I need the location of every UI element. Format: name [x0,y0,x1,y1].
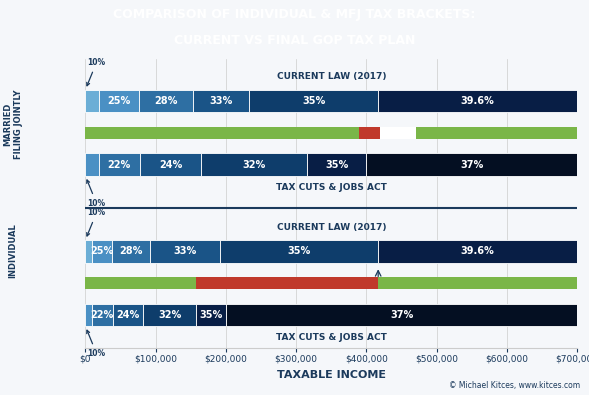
Bar [193,90,249,112]
Bar [143,304,196,326]
Text: 10%: 10% [87,208,105,236]
Bar [196,277,209,289]
Bar [85,277,196,289]
Text: 22%: 22% [91,310,114,320]
Bar [201,153,307,176]
Text: TAX CUTS & JOBS ACT: TAX CUTS & JOBS ACT [276,183,387,192]
Bar [92,240,112,263]
Bar [380,127,416,139]
Text: 35%: 35% [302,96,325,106]
Text: 39.6%: 39.6% [461,96,495,106]
Bar [378,90,577,112]
Text: 35%: 35% [199,310,223,320]
Bar [85,153,99,176]
Text: 22%: 22% [108,160,131,170]
Bar [98,90,139,112]
Text: © Michael Kitces, www.kitces.com: © Michael Kitces, www.kitces.com [449,381,580,390]
Bar [416,127,577,139]
Bar [112,304,143,326]
Bar [85,90,98,112]
Text: 28%: 28% [120,246,143,256]
Bar [140,153,201,176]
Bar [196,304,226,326]
Text: 24%: 24% [159,160,182,170]
Bar [378,240,577,263]
Text: CURRENT LAW (2017): CURRENT LAW (2017) [277,72,386,81]
Bar [226,304,577,326]
Bar [209,277,378,289]
Text: 10%: 10% [87,58,105,86]
Text: 32%: 32% [243,160,266,170]
Bar [112,240,150,263]
Text: 33%: 33% [173,246,197,256]
Text: 37%: 37% [460,160,484,170]
Text: CURRENT LAW (2017): CURRENT LAW (2017) [277,222,386,231]
Text: 28%: 28% [154,96,177,106]
Bar [92,304,112,326]
Text: CURRENT VS FINAL GOP TAX PLAN: CURRENT VS FINAL GOP TAX PLAN [174,34,415,47]
Text: 33%: 33% [210,96,233,106]
Bar [220,240,378,263]
Bar [139,90,193,112]
Bar [378,277,577,289]
Bar [366,153,577,176]
Bar [85,127,359,139]
Bar [85,304,92,326]
Bar [150,240,220,263]
Text: 10%: 10% [87,330,105,358]
Text: 35%: 35% [287,246,311,256]
Bar [359,127,380,139]
Text: INDIVIDUAL: INDIVIDUAL [8,224,18,278]
Text: 25%: 25% [90,246,114,256]
Bar [85,240,92,263]
Text: 35%: 35% [325,160,348,170]
Text: COMPARISON OF INDIVIDUAL & MFJ TAX BRACKETS:: COMPARISON OF INDIVIDUAL & MFJ TAX BRACK… [113,8,476,21]
Text: MARRIED
FILING JOINTLY: MARRIED FILING JOINTLY [3,90,23,159]
Text: 10%: 10% [87,180,105,208]
Text: 37%: 37% [390,310,413,320]
Bar [249,90,378,112]
X-axis label: TAXABLE INCOME: TAXABLE INCOME [277,371,386,380]
Text: 25%: 25% [107,96,130,106]
Text: 39.6%: 39.6% [461,246,495,256]
Text: 32%: 32% [158,310,181,320]
Bar [99,153,140,176]
Text: 24%: 24% [117,310,140,320]
Text: TAX CUTS & JOBS ACT: TAX CUTS & JOBS ACT [276,333,387,342]
Bar [307,153,366,176]
